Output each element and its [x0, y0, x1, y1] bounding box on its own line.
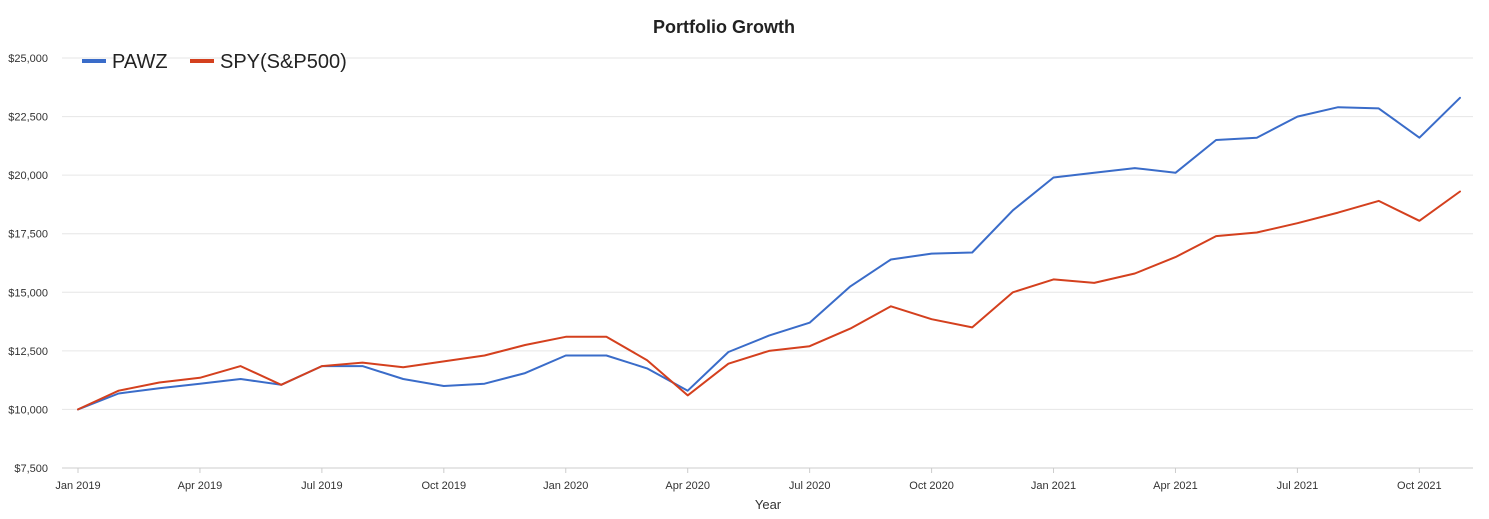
- y-tick-label: $7,500: [14, 463, 48, 475]
- x-tick-label: Jul 2019: [301, 480, 343, 492]
- x-tick-label: Jan 2021: [1031, 480, 1076, 492]
- x-tick-label: Oct 2020: [909, 480, 954, 492]
- y-axis: $7,500 $10,000 $12,500 $15,000 $17,500 $20,00…: [8, 53, 48, 475]
- y-tick-label: $20,000: [8, 170, 48, 182]
- x-axis-title: Year: [755, 497, 782, 512]
- x-tick-label: Oct 2019: [422, 480, 467, 492]
- legend-item-pawz[interactable]: PAWZ: [82, 51, 168, 73]
- series-line-spy[interactable]: [77, 190, 1461, 411]
- x-tick-label: Jul 2021: [1277, 480, 1319, 492]
- x-tick-label: Apr 2019: [178, 480, 223, 492]
- legend-item-spy[interactable]: SPY(S&P500): [190, 51, 347, 73]
- grid-lines: [62, 57, 1473, 469]
- y-tick-label: $12,500: [8, 346, 48, 358]
- y-tick-label: $15,000: [8, 287, 48, 299]
- x-axis: Jan 2019 Apr 2019 Jul 2019 Oct 2019 Jan 2020…: [55, 467, 1473, 492]
- y-tick-label: $17,500: [8, 229, 48, 241]
- series-line-pawz[interactable]: [77, 96, 1461, 411]
- x-tick-label: Oct 2021: [1397, 480, 1442, 492]
- y-tick-label: $10,000: [8, 404, 48, 416]
- legend-label-pawz: PAWZ: [112, 51, 168, 73]
- y-tick-label: $25,000: [8, 53, 48, 65]
- x-tick-label: Jan 2020: [543, 480, 588, 492]
- y-tick-label: $22,500: [8, 112, 48, 124]
- legend-label-spy: SPY(S&P500): [220, 51, 347, 73]
- legend: PAWZ SPY(S&P500): [82, 51, 347, 73]
- x-tick-label: Jan 2019: [55, 480, 100, 492]
- x-tick-label: Apr 2020: [665, 480, 710, 492]
- x-tick-label: Apr 2021: [1153, 480, 1198, 492]
- series-lines: [77, 96, 1461, 411]
- chart-title: Portfolio Growth: [653, 17, 795, 37]
- x-tick-label: Jul 2020: [789, 480, 831, 492]
